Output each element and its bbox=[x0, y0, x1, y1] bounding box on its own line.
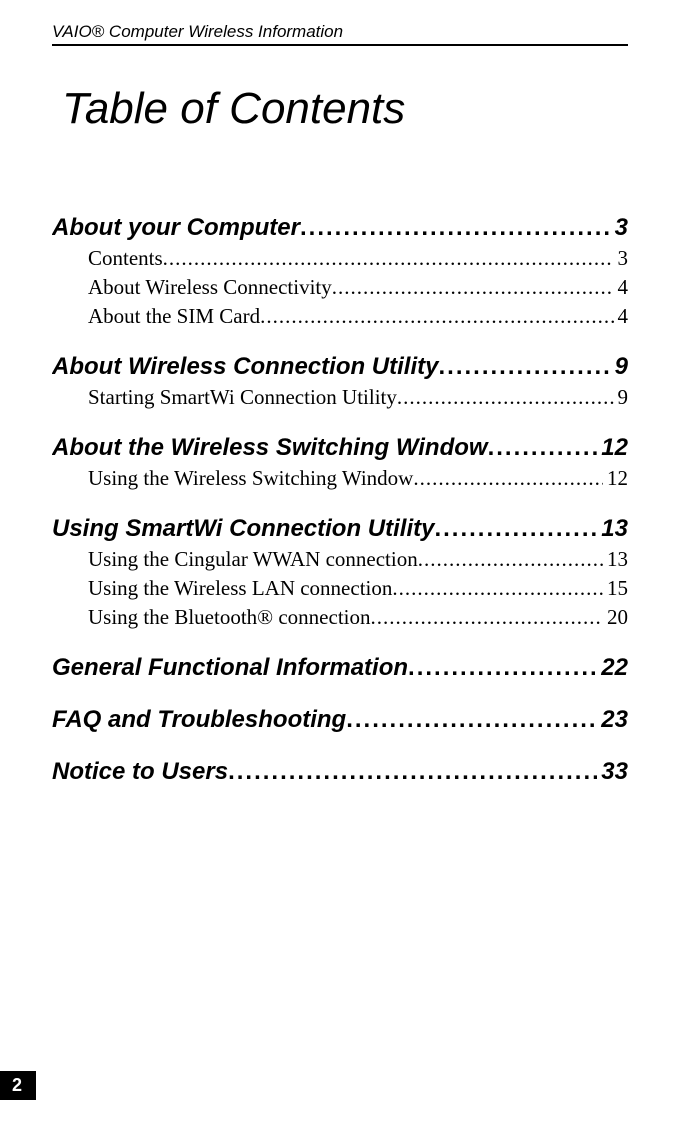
toc-leader bbox=[418, 547, 603, 572]
toc-section-page: 9 bbox=[611, 353, 628, 381]
toc-section-title: FAQ and Troubleshooting bbox=[52, 706, 346, 734]
toc-section: FAQ and Troubleshooting 23 bbox=[52, 706, 628, 734]
toc-section-title: About your Computer bbox=[52, 214, 300, 242]
toc-leader bbox=[260, 304, 613, 329]
toc-subitem-title: Starting SmartWi Connection Utility bbox=[88, 385, 397, 410]
running-header: VAIO® Computer Wireless Information bbox=[52, 22, 628, 46]
toc-leader bbox=[434, 515, 597, 543]
toc-leader bbox=[163, 246, 614, 271]
toc-subitem-page: 12 bbox=[603, 466, 628, 491]
toc-leader bbox=[397, 385, 614, 410]
toc-subitem-page: 9 bbox=[614, 385, 629, 410]
toc-leader bbox=[300, 214, 611, 242]
toc-subitem-title: About Wireless Connectivity bbox=[88, 275, 332, 300]
document-page: VAIO® Computer Wireless Information Tabl… bbox=[0, 0, 680, 1126]
toc-subitem: Using the Wireless LAN connection 15 bbox=[88, 576, 628, 601]
toc-section-title: General Functional Information bbox=[52, 654, 408, 682]
toc-subitem-title: Using the Cingular WWAN connection bbox=[88, 547, 418, 572]
toc-subitem: Contents 3 bbox=[88, 246, 628, 271]
toc-leader bbox=[346, 706, 597, 734]
table-of-contents: About your Computer 3Contents 3About Wir… bbox=[52, 214, 628, 786]
toc-leader bbox=[332, 275, 614, 300]
toc-subitem-page: 20 bbox=[603, 605, 628, 630]
toc-leader bbox=[408, 654, 597, 682]
toc-subitem-title: Using the Wireless Switching Window bbox=[88, 466, 413, 491]
toc-section-page: 23 bbox=[597, 706, 628, 734]
toc-section-page: 3 bbox=[611, 214, 628, 242]
toc-subitem-title: Using the Bluetooth® connection bbox=[88, 605, 371, 630]
toc-section-title: About Wireless Connection Utility bbox=[52, 353, 438, 381]
toc-subitem: Using the Cingular WWAN connection 13 bbox=[88, 547, 628, 572]
page-number: 2 bbox=[0, 1071, 36, 1100]
toc-leader bbox=[371, 605, 604, 630]
toc-leader bbox=[488, 434, 598, 462]
toc-section: Notice to Users 33 bbox=[52, 758, 628, 786]
toc-section-title: Notice to Users bbox=[52, 758, 228, 786]
toc-subitem: Using the Bluetooth® connection 20 bbox=[88, 605, 628, 630]
toc-section-page: 22 bbox=[597, 654, 628, 682]
toc-leader bbox=[228, 758, 597, 786]
toc-subitem: Using the Wireless Switching Window 12 bbox=[88, 466, 628, 491]
toc-section-page: 33 bbox=[597, 758, 628, 786]
toc-subitem-title: About the SIM Card bbox=[88, 304, 260, 329]
toc-subitem: About Wireless Connectivity 4 bbox=[88, 275, 628, 300]
toc-subitem: Starting SmartWi Connection Utility 9 bbox=[88, 385, 628, 410]
page-title: Table of Contents bbox=[62, 84, 628, 134]
toc-leader bbox=[413, 466, 603, 491]
toc-section: About the Wireless Switching Window 12 bbox=[52, 434, 628, 462]
toc-section: Using SmartWi Connection Utility 13 bbox=[52, 515, 628, 543]
toc-section-title: About the Wireless Switching Window bbox=[52, 434, 488, 462]
toc-leader bbox=[392, 576, 603, 601]
toc-subitem-title: Contents bbox=[88, 246, 163, 271]
toc-leader bbox=[438, 353, 610, 381]
toc-section-title: Using SmartWi Connection Utility bbox=[52, 515, 434, 543]
toc-subitem-page: 13 bbox=[603, 547, 628, 572]
toc-section: About Wireless Connection Utility 9 bbox=[52, 353, 628, 381]
toc-subitem-title: Using the Wireless LAN connection bbox=[88, 576, 392, 601]
toc-section: About your Computer 3 bbox=[52, 214, 628, 242]
toc-subitem-page: 4 bbox=[614, 304, 629, 329]
toc-subitem-page: 4 bbox=[614, 275, 629, 300]
toc-section-page: 12 bbox=[597, 434, 628, 462]
toc-subitem-page: 15 bbox=[603, 576, 628, 601]
toc-section-page: 13 bbox=[597, 515, 628, 543]
toc-section: General Functional Information 22 bbox=[52, 654, 628, 682]
toc-subitem-page: 3 bbox=[614, 246, 629, 271]
toc-subitem: About the SIM Card 4 bbox=[88, 304, 628, 329]
